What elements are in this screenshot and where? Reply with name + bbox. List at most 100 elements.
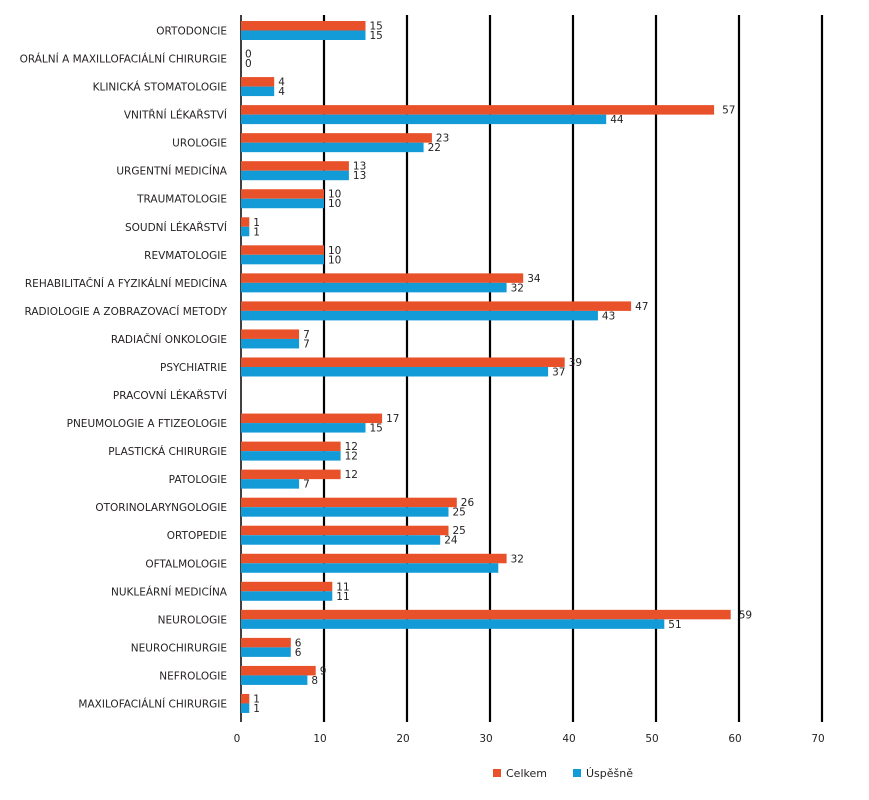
category-label: PNEUMOLOGIE A FTIZEOLOGIE (67, 418, 227, 430)
value-label: 17 (386, 413, 399, 425)
bar-uspesne (241, 142, 424, 153)
category-label: SOUDNÍ LÉKAŘSTVÍ (125, 221, 227, 234)
bar-celkem (241, 329, 300, 339)
value-label: 6 (295, 647, 302, 659)
bar-uspesne (241, 703, 250, 713)
category-label: NEUROLOGIE (158, 614, 227, 626)
category-label: NEUROCHIRURGIE (131, 642, 227, 654)
value-label: 39 (569, 357, 582, 369)
value-label: 44 (610, 114, 624, 126)
bar-uspesne (241, 282, 507, 293)
value-label: 6 (295, 637, 302, 649)
x-tick-label: 20 (396, 733, 409, 745)
category-label: REVMATOLOGIE (144, 250, 227, 262)
legend-label-celkem: Celkem (506, 767, 547, 780)
bar-celkem (241, 441, 341, 452)
bar-celkem (241, 357, 565, 367)
category-label: REHABILITAČNÍ A FYZIKÁLNÍ MEDICÍNA (25, 277, 228, 290)
value-label: 0 (245, 58, 252, 70)
bar-celkem (241, 301, 632, 311)
bar-celkem (241, 189, 324, 199)
value-label: 10 (328, 189, 341, 201)
value-label: 12 (345, 469, 358, 481)
category-label: VNITŘNÍ LÉKAŘSTVÍ (124, 109, 227, 122)
category-label: MAXILOFACIÁLNÍ CHIRURGIE (78, 697, 227, 710)
bar-uspesne (241, 423, 366, 433)
category-label: URGENTNÍ MEDICÍNA (116, 165, 227, 178)
value-label: 1 (253, 693, 260, 705)
category-label: OFTALMOLOGIE (145, 558, 227, 570)
bar-celkem (241, 105, 715, 115)
value-label: 15 (370, 423, 383, 435)
bar-uspesne (241, 338, 300, 349)
value-label: 8 (311, 675, 318, 687)
value-label: 4 (278, 77, 285, 89)
bar-celkem (241, 693, 250, 704)
bar-uspesne (241, 170, 349, 181)
bar-uspesne (241, 86, 275, 97)
bar-uspesne (241, 366, 549, 377)
value-label: 4 (278, 86, 285, 98)
bar-uspesne (241, 310, 598, 321)
bar-uspesne (241, 591, 333, 601)
bar-celkem (241, 581, 333, 592)
value-label: 57 (722, 105, 735, 117)
value-label: 9 (320, 665, 327, 677)
value-label: 47 (635, 301, 648, 313)
x-tick-label: 10 (313, 733, 326, 745)
bar-uspesne (241, 226, 250, 237)
bar-uspesne (241, 675, 308, 685)
value-label: 59 (739, 609, 752, 621)
value-label: 32 (511, 282, 524, 294)
bar-celkem (241, 77, 275, 87)
category-label: TRAUMATOLOGIE (136, 194, 227, 206)
value-label: 32 (511, 553, 524, 565)
x-tick-label: 0 (234, 733, 241, 745)
bar-celkem (241, 161, 349, 171)
bar-celkem (241, 273, 524, 283)
x-tick-label: 70 (811, 733, 824, 745)
bar-celkem (241, 21, 366, 31)
value-label: 11 (336, 581, 349, 593)
value-label: 37 (552, 366, 565, 378)
x-tick-label: 50 (645, 733, 658, 745)
category-label: PRACOVNÍ LÉKAŘSTVÍ (113, 389, 227, 402)
value-label: 10 (328, 198, 341, 210)
category-label: RADIOLOGIE A ZOBRAZOVACÍ METODY (24, 305, 227, 318)
value-label: 1 (253, 217, 260, 229)
category-label: KLINICKÁ STOMATOLOGIE (93, 81, 227, 94)
value-label: 25 (453, 525, 466, 537)
value-label: 22 (428, 142, 441, 154)
bar-celkem (241, 665, 316, 676)
category-label: ORTOPEDIE (167, 530, 227, 542)
bar-uspesne (241, 198, 324, 209)
value-label: 25 (453, 507, 466, 519)
bar-uspesne (241, 535, 441, 545)
bar-uspesne (241, 254, 324, 265)
x-tick-label: 60 (728, 733, 741, 745)
bar-celkem (241, 609, 731, 620)
bar-celkem (241, 217, 250, 227)
bar-celkem (241, 133, 432, 143)
legend-swatch-uspesne (573, 769, 581, 777)
category-label: PSYCHIATRIE (160, 362, 227, 374)
bar-uspesne (241, 619, 665, 629)
value-label: 7 (303, 329, 310, 341)
x-tick-label: 30 (479, 733, 492, 745)
value-label: 13 (353, 170, 366, 182)
x-tick-label: 40 (562, 733, 575, 745)
value-labels: 1515004457442322131310101110103432474377… (245, 21, 752, 715)
category-label: OTORINOLARYNGOLOGIE (95, 502, 227, 514)
bar-celkem (241, 553, 507, 564)
value-label: 7 (303, 338, 310, 350)
value-label: 7 (303, 479, 310, 491)
value-label: 11 (336, 591, 349, 603)
bar-celkem (241, 413, 383, 424)
bar-celkem (241, 637, 291, 648)
value-label: 12 (345, 451, 358, 463)
category-label: ORTODONCIE (156, 26, 227, 38)
value-label: 1 (253, 703, 260, 715)
bar-uspesne (241, 647, 291, 657)
value-label: 15 (370, 21, 383, 33)
